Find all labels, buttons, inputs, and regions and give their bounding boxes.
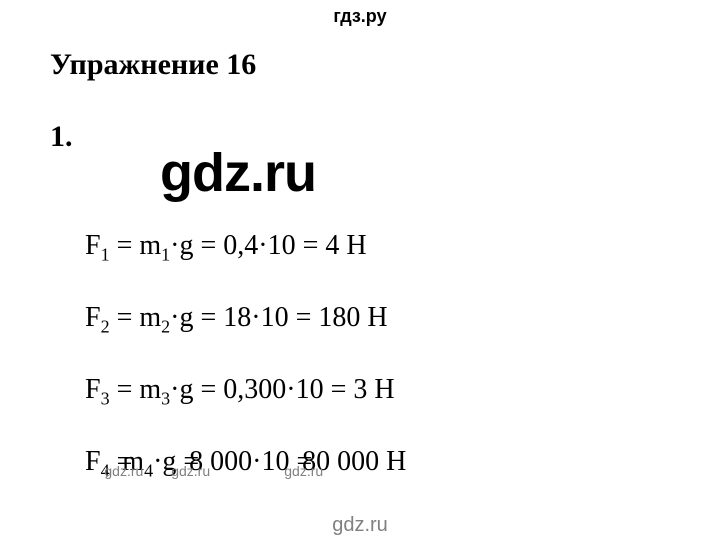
eq2-var: F [85,302,101,333]
eq3-sub1: 3 [101,389,110,409]
eq1-sub2: 1 [161,245,170,265]
eq1-var: F [85,230,101,261]
problem-number: 1. [50,120,73,154]
eq2-sub1: 2 [101,317,110,337]
exercise-title: Упражнение 16 [50,48,256,82]
equation-3: F3 = m3·g = 0,300·10 = 3 Н [85,374,395,406]
top-watermark: гдз.ру [333,6,386,27]
big-watermark: gdz.ru [160,142,316,204]
eq2-rest: ·g = 18·10 = 180 Н [170,302,387,333]
inline-watermark-1: gdz.ru [104,463,143,479]
bottom-watermark: gdz.ru [332,514,388,537]
equation-2: F2 = m2·g = 18·10 = 180 Н [85,302,388,334]
eq1-sub1: 1 [101,245,110,265]
eq4-sub2: 4 [144,461,153,481]
eq3-sub2: 3 [161,389,170,409]
eq4-var: F [85,446,101,477]
eq3-var: F [85,374,101,405]
eq3-eqa: = m [110,374,162,405]
eq1-rest: ·g = 0,4·10 = 4 Н [170,230,366,261]
eq3-rest: ·g = 0,300·10 = 3 Н [170,374,394,405]
eq2-eqa: = m [110,302,162,333]
equation-4: F4 =gdz.ru m4·g =gdz.ru 8 000·10 =gdz.ru… [85,446,406,478]
eq1-eqa: = m [110,230,162,261]
equation-1: F1 = m1·g = 0,4·10 = 4 Н [85,230,367,262]
eq2-sub2: 2 [161,317,170,337]
inline-watermark-2: gdz.ru [171,463,210,479]
inline-watermark-3: gdz.ru [284,463,323,479]
